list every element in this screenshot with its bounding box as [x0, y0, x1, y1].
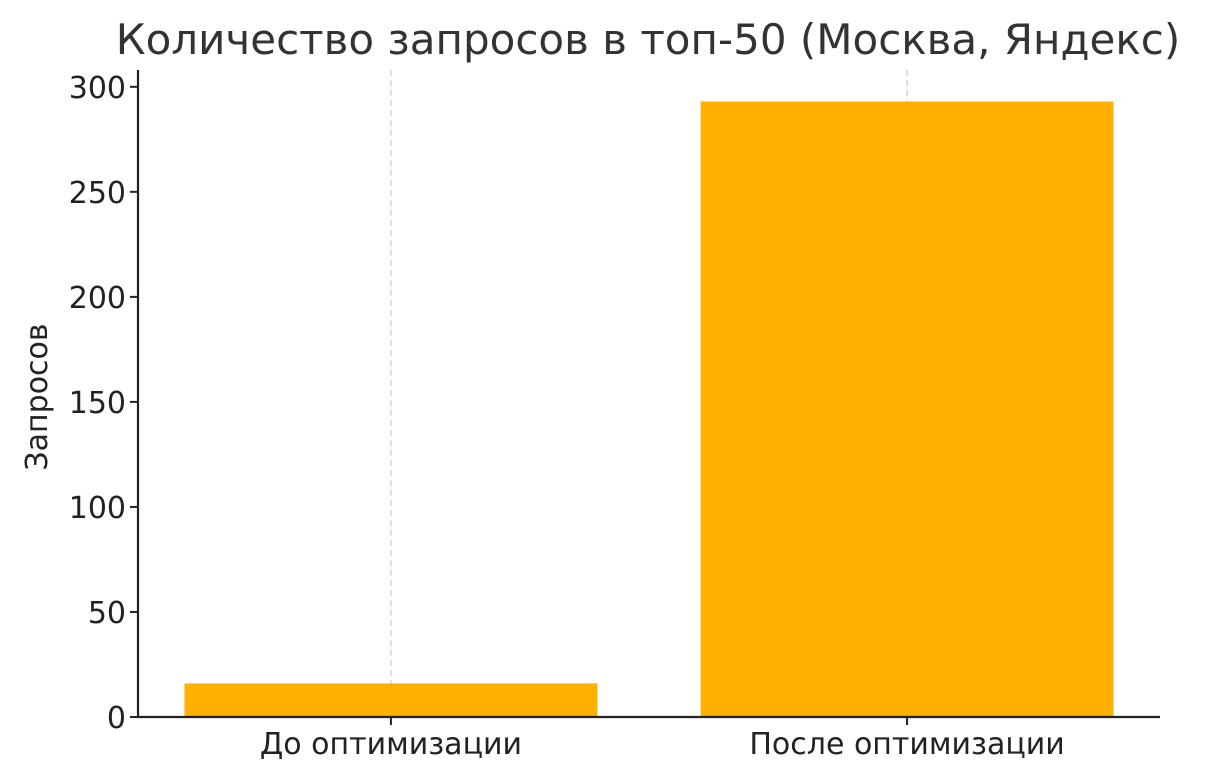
- y-tick-label: 150: [69, 386, 126, 421]
- x-tick-label: До оптимизации: [260, 727, 522, 762]
- y-tick-label: 300: [69, 71, 126, 106]
- bars: [184, 101, 1114, 717]
- y-tick-label: 50: [88, 596, 126, 631]
- y-tick-label: 200: [69, 281, 126, 316]
- chart-title: Количество запросов в топ-50 (Москва, Ян…: [116, 15, 1180, 64]
- y-tick-label: 250: [69, 176, 126, 211]
- bar: [700, 101, 1114, 717]
- x-tick-label: После оптимизации: [749, 727, 1064, 762]
- bar: [184, 683, 598, 717]
- y-ticks: 0 50 100 150 200 250 300: [69, 71, 138, 736]
- axes: [136, 70, 1160, 719]
- y-axis-label: Запросов: [20, 323, 55, 470]
- y-tick-label: 0: [107, 701, 126, 736]
- y-tick-label: 100: [69, 491, 126, 526]
- x-ticks: До оптимизации После оптимизации: [260, 717, 1065, 762]
